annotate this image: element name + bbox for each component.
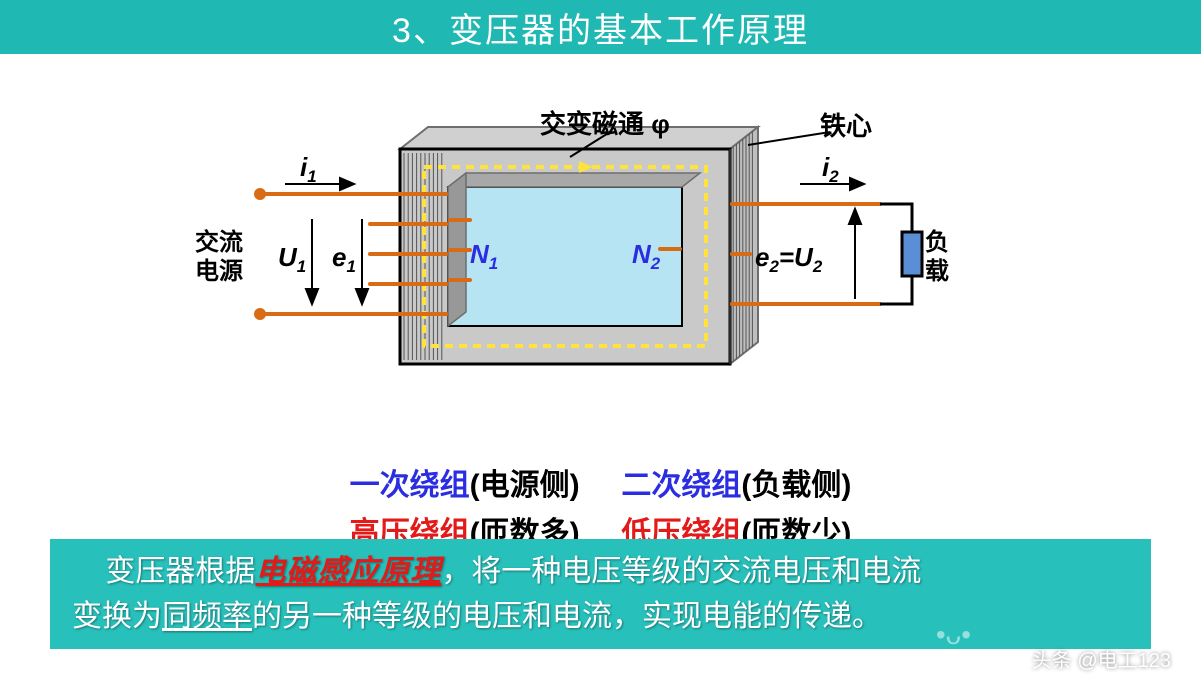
footer-line-1: 变压器根据电磁感应原理，将一种电压等级的交流电压和电流 — [72, 549, 1129, 594]
watermark: 头条 @电工123 — [1032, 644, 1171, 673]
page-title: 3、变压器的基本工作原理 — [392, 3, 809, 52]
i1-label: i1 — [300, 152, 317, 187]
load-label: 负载 — [925, 229, 949, 287]
n1-label: N1 — [470, 239, 498, 274]
footer-explanation: 变压器根据电磁感应原理，将一种电压等级的交流电压和电流 变换为同频率的另一种等级… — [50, 539, 1151, 649]
i2-label: i2 — [822, 152, 839, 187]
e1-label: e1 — [332, 242, 356, 277]
title-bar: 3、变压器的基本工作原理 — [0, 0, 1201, 54]
flux-label: 交变磁通 φ — [540, 104, 670, 141]
transformer-diagram: 交变磁通 φ 铁心 i1 i2 交流电源 U1 e1 N1 N2 e2=U2 负… — [0, 54, 1201, 454]
core-label: 铁心 — [820, 106, 872, 143]
source-label: 交流电源 — [195, 229, 243, 287]
ghost-icon: •ᴗ• — [936, 619, 971, 651]
e2u2-label: e2=U2 — [755, 242, 822, 277]
legend-row-1: 一次绕组(电源侧) 二次绕组(负载侧) — [0, 462, 1201, 510]
u1-label: U1 — [278, 242, 306, 277]
n2-label: N2 — [632, 239, 660, 274]
